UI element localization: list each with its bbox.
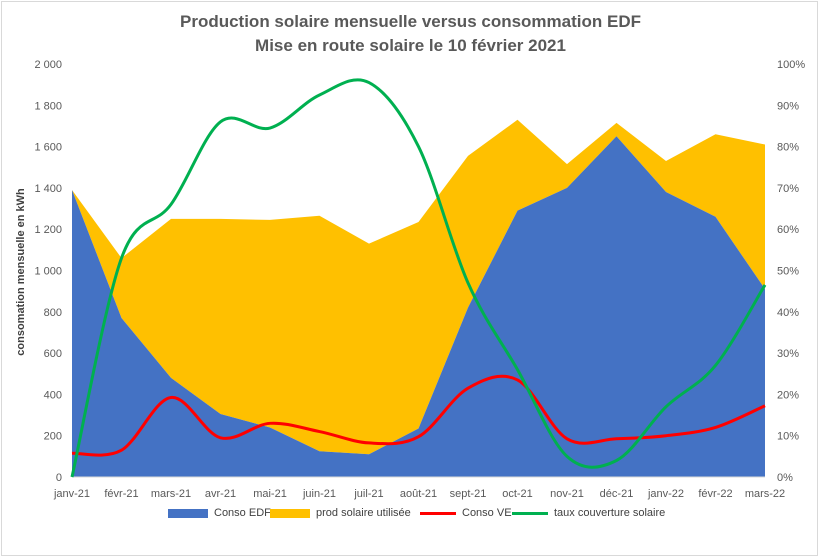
legend-item: prod solaire utilisée: [270, 507, 411, 519]
x-tick-label: févr-22: [698, 488, 732, 500]
line-taux-couverture-solaire: [70, 78, 767, 478]
legend-swatch: [168, 508, 208, 518]
x-tick-label: août-21: [400, 488, 437, 500]
x-tick-label: avr-21: [205, 488, 236, 500]
legend-item: Conso EDF: [168, 507, 271, 519]
y-tick-label: 200: [44, 431, 62, 443]
legend-label: Conso EDF: [214, 507, 271, 519]
chart-legend: Conso EDF prod solaire utilisée Conso VE ta…: [0, 507, 821, 523]
legend-item: Conso VE: [420, 507, 512, 519]
x-tick-label: nov-21: [550, 488, 584, 500]
x-tick-label: févr-21: [104, 488, 138, 500]
y-axis-label: consomation mensuelle en kWh: [15, 188, 27, 356]
legend-swatch: [512, 511, 548, 515]
y2-tick-label: 70%: [777, 183, 799, 195]
legend-item: taux couverture solaire: [512, 507, 665, 519]
x-tick-label: sept-21: [450, 488, 487, 500]
y2-tick-label: 80%: [777, 142, 799, 154]
y-tick-label: 1 800: [34, 100, 62, 112]
x-tick-label: mai-21: [253, 488, 287, 500]
y-tick-label: 400: [44, 389, 62, 401]
legend-label: Conso VE: [462, 507, 512, 519]
x-tick-label: mars-21: [151, 488, 191, 500]
y2-tick-label: 60%: [777, 224, 799, 236]
y2-tick-label: 30%: [777, 348, 799, 360]
y-tick-label: 0: [56, 472, 62, 484]
y2-tick-label: 40%: [777, 307, 799, 319]
y-tick-label: 1 600: [34, 142, 62, 154]
x-tick-label: janv-22: [647, 488, 684, 500]
y2-tick-label: 0%: [777, 472, 793, 484]
x-tick-label: déc-21: [600, 488, 634, 500]
y2-tick-label: 100%: [777, 59, 805, 71]
x-tick-label: juin-21: [302, 488, 336, 500]
area-prod-solaire-utilisee: [72, 119, 765, 455]
x-tick-label: janv-21: [53, 488, 90, 500]
x-tick-label: juil-21: [353, 488, 383, 500]
line-conso-ve: [71, 374, 766, 457]
y2-tick-label: 10%: [777, 431, 799, 443]
y-tick-label: 1 400: [34, 183, 62, 195]
y-tick-label: 600: [44, 348, 62, 360]
y-tick-label: 1 200: [34, 224, 62, 236]
legend-label: prod solaire utilisée: [316, 507, 411, 519]
y-tick-label: 1 000: [34, 266, 62, 278]
legend-swatch: [270, 508, 310, 518]
legend-swatch: [420, 511, 456, 515]
chart-title: Production solaire mensuelle versus cons…: [179, 12, 641, 31]
y2-tick-label: 90%: [777, 100, 799, 112]
area-conso-edf: [72, 136, 765, 477]
x-tick-label: mars-22: [745, 488, 785, 500]
y-tick-label: 2 000: [34, 59, 62, 71]
y2-tick-label: 50%: [777, 266, 799, 278]
legend-label: taux couverture solaire: [554, 507, 666, 519]
y-tick-label: 800: [44, 307, 62, 319]
y2-tick-label: 20%: [777, 389, 799, 401]
chart-subtitle: Mise en route solaire le 10 février 2021: [255, 36, 566, 55]
x-tick-label: oct-21: [502, 488, 533, 500]
